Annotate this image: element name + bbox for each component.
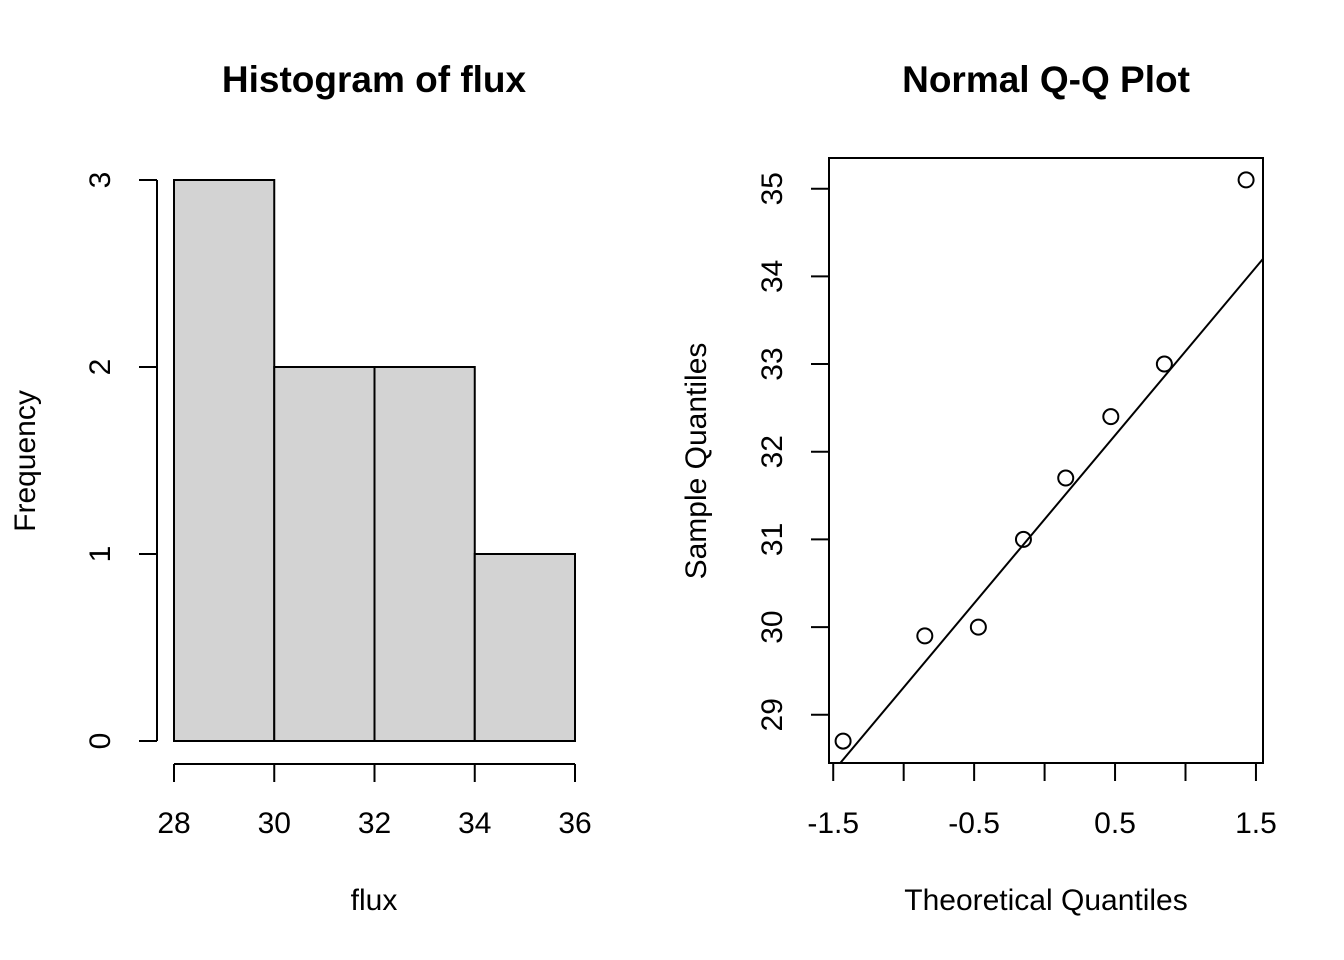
histogram-y-axis: 0 1 2 3 <box>84 172 158 750</box>
qq-point <box>1102 408 1120 426</box>
qq-y-tick-label: 31 <box>756 523 789 556</box>
qq-y-tick-label: 32 <box>756 435 789 468</box>
qq-plot-frame <box>828 157 1264 764</box>
qq-point <box>1237 171 1255 189</box>
histogram-bar <box>473 553 576 742</box>
histogram-bar <box>373 366 476 742</box>
qq-point <box>1155 355 1173 373</box>
qq-y-tick-label: 29 <box>756 698 789 731</box>
qq-plot-panel: Normal Q-Q Plot 29 30 31 32 33 34 35 -1.5 -0.5 0… <box>680 59 1277 917</box>
qq-x-tick-label: -0.5 <box>948 807 1000 840</box>
qq-points <box>834 171 1255 750</box>
histogram-x-label: flux <box>351 884 398 917</box>
qq-x-tick-label: -1.5 <box>807 807 859 840</box>
qq-y-tick-label: 33 <box>756 347 789 380</box>
histogram-x-tick-label: 28 <box>157 807 190 840</box>
histogram-bar <box>173 179 276 742</box>
histogram-x-tick-label: 32 <box>358 807 391 840</box>
histogram-x-tick-label: 36 <box>558 807 591 840</box>
histogram-y-tick-label: 2 <box>84 359 117 376</box>
qq-plot-title: Normal Q-Q Plot <box>902 59 1190 100</box>
histogram-y-tick-label: 3 <box>84 172 117 189</box>
qq-x-axis: -1.5 -0.5 0.5 1.5 <box>807 762 1277 840</box>
histogram-x-axis: 28 30 32 34 36 <box>157 763 592 840</box>
qq-y-label: Sample Quantiles <box>680 343 713 580</box>
histogram-y-tick-label: 1 <box>84 546 117 563</box>
qq-y-tick-label: 34 <box>756 260 789 293</box>
qq-x-tick-label: 0.5 <box>1094 807 1136 840</box>
qq-y-tick-label: 35 <box>756 172 789 205</box>
qq-x-tick-label: 1.5 <box>1235 807 1277 840</box>
qq-point <box>834 732 852 750</box>
histogram-x-tick-label: 34 <box>458 807 491 840</box>
histogram-bars <box>173 179 576 742</box>
qq-reference-line <box>839 258 1263 763</box>
qq-x-label: Theoretical Quantiles <box>904 884 1187 917</box>
qq-y-tick-label: 30 <box>756 610 789 643</box>
qq-point <box>969 618 987 636</box>
qq-point <box>1014 530 1032 548</box>
qq-plot-area <box>834 171 1263 763</box>
qq-point <box>916 627 934 645</box>
qq-point <box>1057 469 1075 487</box>
histogram-title: Histogram of flux <box>222 59 527 100</box>
qq-y-axis: 29 30 31 32 33 34 35 <box>756 172 829 731</box>
histogram-panel: Histogram of flux 0 1 2 3 28 30 32 34 36 flux F… <box>9 59 592 917</box>
qq-reference-line-group <box>839 258 1263 763</box>
histogram-bar <box>273 366 376 742</box>
histogram-y-label: Frequency <box>9 390 42 532</box>
histogram-x-tick-label: 30 <box>258 807 291 840</box>
histogram-y-tick-label: 0 <box>84 733 117 750</box>
